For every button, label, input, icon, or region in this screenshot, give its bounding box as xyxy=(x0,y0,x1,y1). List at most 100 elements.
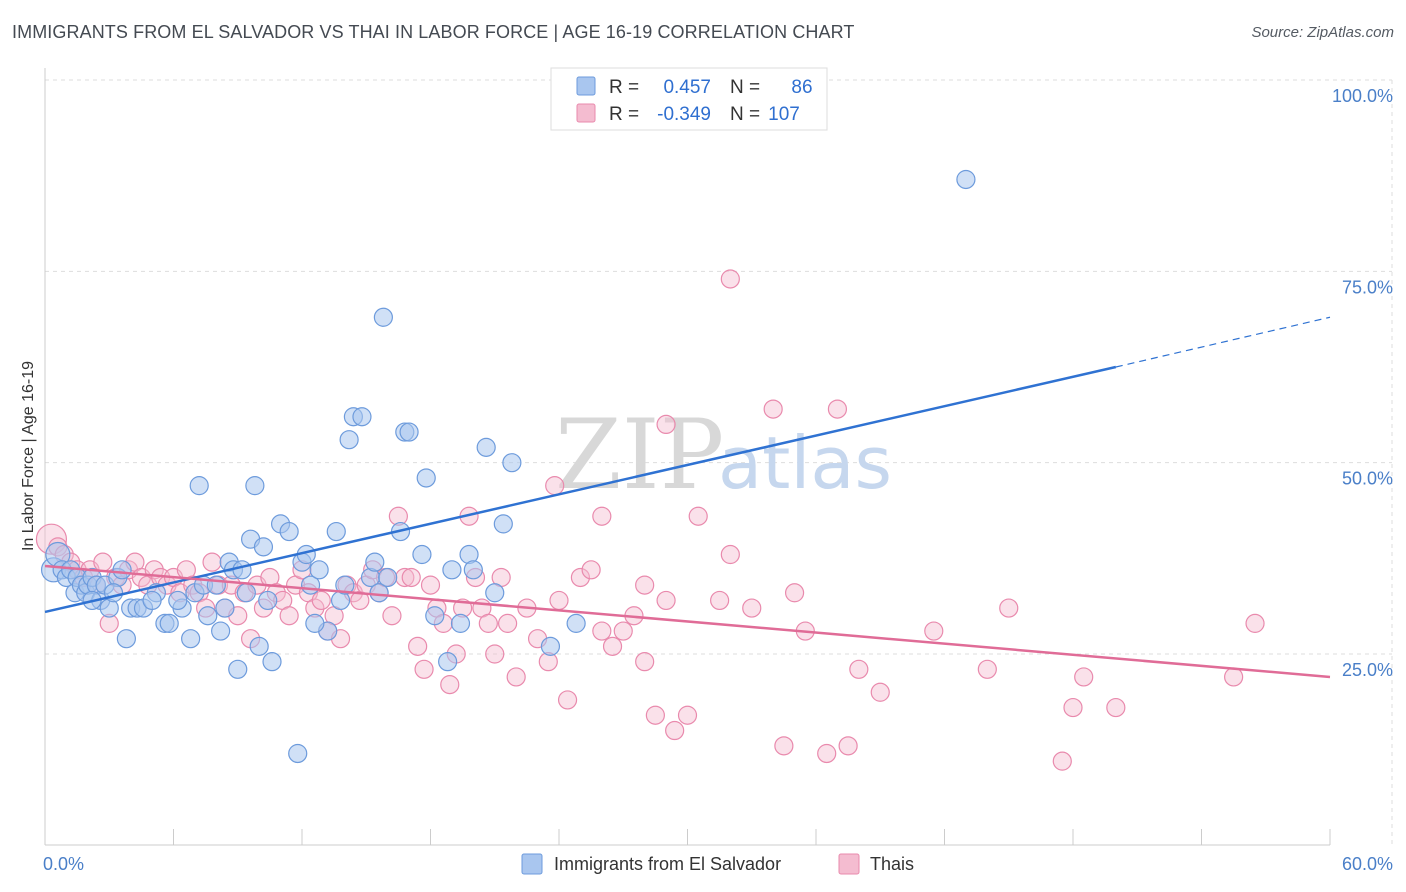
point-thais xyxy=(602,636,623,656)
watermark-zip: ZIP xyxy=(555,399,724,511)
point-el-salvador xyxy=(198,606,218,626)
point-el-salvador xyxy=(502,453,522,473)
point-thais xyxy=(414,659,434,679)
legend-n-value-pink: 107 xyxy=(768,104,800,125)
point-thais xyxy=(570,567,591,588)
point-el-salvador xyxy=(116,629,136,649)
point-thais xyxy=(720,269,740,289)
point-el-salvador xyxy=(442,560,462,580)
point-thais xyxy=(677,705,698,725)
point-el-salvador xyxy=(416,468,436,488)
bottom-legend-label-blue: Immigrants from El Salvador xyxy=(554,854,781,874)
point-el-salvador xyxy=(103,583,124,603)
point-thais xyxy=(742,598,762,618)
legend-swatch-blue xyxy=(576,76,596,96)
point-el-salvador xyxy=(369,583,389,603)
point-thais xyxy=(202,552,222,572)
point-thais xyxy=(485,644,505,664)
y-tick-label: 50.0% xyxy=(1342,469,1393,489)
axes xyxy=(44,68,1331,846)
point-thais xyxy=(581,560,601,580)
point-thais xyxy=(311,590,331,611)
point-el-salvador xyxy=(228,659,248,679)
point-thais xyxy=(817,743,837,764)
point-thais xyxy=(592,506,612,526)
point-el-salvador xyxy=(288,743,308,764)
point-el-salvador xyxy=(956,169,976,190)
point-el-salvador xyxy=(493,514,513,534)
chart-title: IMMIGRANTS FROM EL SALVADOR VS THAI IN L… xyxy=(12,22,855,42)
point-thais xyxy=(665,720,685,741)
point-el-salvador xyxy=(236,583,256,603)
point-thais xyxy=(408,636,428,656)
point-el-salvador xyxy=(365,552,385,572)
point-thais xyxy=(688,506,708,526)
point-el-salvador xyxy=(425,606,445,626)
point-thais xyxy=(401,567,421,588)
point-thais xyxy=(613,621,633,641)
point-el-salvador xyxy=(262,652,282,672)
bottom-legend: Immigrants from El Salvador Thais xyxy=(521,853,914,875)
bottom-legend-swatch-blue xyxy=(521,853,543,875)
point-el-salvador xyxy=(463,560,483,580)
point-thais xyxy=(849,659,869,679)
bottom-legend-label-pink: Thais xyxy=(870,854,914,874)
legend-box xyxy=(550,67,828,131)
point-thais xyxy=(870,682,890,702)
legend-r-label-pink: R = xyxy=(609,104,639,125)
point-el-salvador xyxy=(566,613,586,633)
point-el-salvador xyxy=(232,560,252,580)
point-thais xyxy=(784,583,805,603)
point-el-salvador xyxy=(253,537,274,557)
point-thais xyxy=(635,652,655,672)
trendline-thais xyxy=(44,564,1331,679)
point-el-salvador xyxy=(249,636,269,656)
point-el-salvador xyxy=(326,521,346,542)
point-el-salvador xyxy=(112,560,132,580)
series-thais xyxy=(35,269,1265,771)
watermark-atlas: atlas xyxy=(718,421,892,505)
legend-n-label-pink: N = xyxy=(730,104,760,125)
trendline-el-salvador xyxy=(44,365,1117,614)
point-el-salvador xyxy=(181,629,201,649)
point-thais xyxy=(827,399,848,419)
point-thais xyxy=(382,606,402,626)
tick-labels: 25.0% 50.0% 75.0% 100.0% 0.0% 60.0% xyxy=(43,86,1393,874)
point-thais xyxy=(999,598,1019,618)
legend-n-label-blue: N = xyxy=(730,77,760,98)
point-el-salvador xyxy=(211,621,231,641)
legend-r-value-pink: -0.349 xyxy=(657,104,711,125)
point-thais xyxy=(774,736,794,756)
point-thais xyxy=(977,659,997,679)
point-thais xyxy=(1106,697,1126,718)
point-el-salvador xyxy=(373,307,393,327)
point-el-salvador xyxy=(485,583,505,603)
trendline-el-salvador-extension xyxy=(1115,316,1331,368)
point-thais xyxy=(557,690,578,710)
point-thais xyxy=(1063,697,1083,718)
point-thais xyxy=(1074,667,1094,687)
point-thais xyxy=(549,590,569,611)
point-el-salvador xyxy=(215,598,235,618)
point-thais xyxy=(656,414,676,434)
point-el-salvador xyxy=(476,437,496,457)
point-el-salvador xyxy=(335,575,355,595)
legend-r-label-blue: R = xyxy=(609,77,639,98)
point-thais xyxy=(1224,667,1244,687)
point-thais xyxy=(498,613,518,633)
bottom-legend-swatch-pink xyxy=(838,853,860,875)
point-el-salvador xyxy=(412,544,432,565)
point-thais xyxy=(656,590,676,611)
point-el-salvador xyxy=(305,613,325,633)
point-el-salvador xyxy=(352,407,372,427)
point-el-salvador xyxy=(450,613,471,633)
point-el-salvador xyxy=(206,575,226,595)
legend: R = 0.457 N = 86 R = -0.349 N = 107 xyxy=(550,67,828,131)
legend-n-value-blue: 86 xyxy=(791,77,812,98)
y-tick-label: 25.0% xyxy=(1342,660,1393,680)
point-el-salvador xyxy=(309,560,329,580)
point-el-salvador xyxy=(399,422,419,442)
source-label: Source: ZipAtlas.com xyxy=(1251,24,1394,41)
y-tick-label: 75.0% xyxy=(1342,277,1393,297)
